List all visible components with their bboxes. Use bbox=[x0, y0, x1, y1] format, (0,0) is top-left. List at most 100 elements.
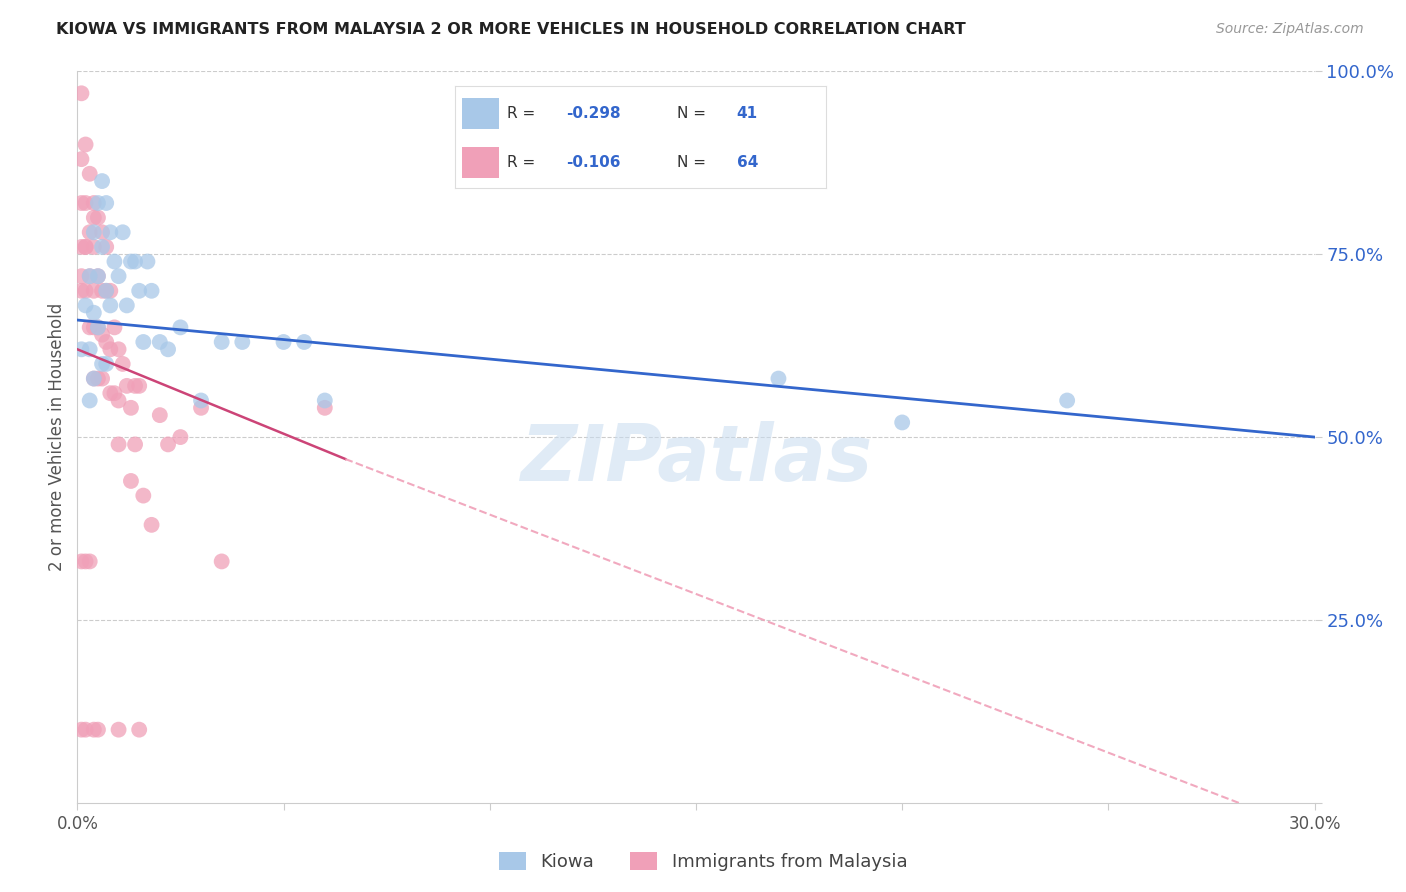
Point bbox=[124, 254, 146, 268]
Point bbox=[83, 284, 105, 298]
Point bbox=[79, 269, 101, 284]
Point bbox=[103, 254, 125, 268]
Point bbox=[96, 196, 118, 211]
Point bbox=[107, 343, 129, 357]
Point bbox=[141, 284, 163, 298]
Point bbox=[83, 723, 105, 737]
Text: Source: ZipAtlas.com: Source: ZipAtlas.com bbox=[1216, 22, 1364, 37]
Point bbox=[79, 554, 101, 568]
Point bbox=[111, 225, 134, 239]
Point bbox=[292, 334, 315, 349]
Point bbox=[190, 401, 212, 415]
Point bbox=[83, 225, 105, 239]
Point bbox=[98, 386, 121, 401]
Point bbox=[157, 343, 180, 357]
Point bbox=[211, 554, 233, 568]
Point bbox=[70, 284, 93, 298]
Point bbox=[107, 437, 129, 451]
Point bbox=[79, 269, 101, 284]
Point bbox=[91, 225, 114, 239]
Point bbox=[115, 298, 138, 312]
Point bbox=[83, 371, 105, 385]
Point bbox=[87, 320, 110, 334]
Point bbox=[91, 240, 114, 254]
Point bbox=[314, 401, 336, 415]
Point bbox=[120, 254, 142, 268]
Point bbox=[75, 723, 97, 737]
Point bbox=[87, 269, 110, 284]
Point bbox=[70, 240, 93, 254]
Point bbox=[190, 393, 212, 408]
Point bbox=[128, 284, 150, 298]
Point bbox=[87, 196, 110, 211]
Point bbox=[169, 320, 191, 334]
Point bbox=[70, 196, 93, 211]
Point bbox=[96, 357, 118, 371]
Point bbox=[75, 284, 97, 298]
Point bbox=[141, 517, 163, 532]
Point bbox=[314, 393, 336, 408]
Point bbox=[111, 357, 134, 371]
Point bbox=[75, 298, 97, 312]
Point bbox=[79, 320, 101, 334]
Text: KIOWA VS IMMIGRANTS FROM MALAYSIA 2 OR MORE VEHICLES IN HOUSEHOLD CORRELATION CH: KIOWA VS IMMIGRANTS FROM MALAYSIA 2 OR M… bbox=[56, 22, 966, 37]
Point bbox=[83, 196, 105, 211]
Point bbox=[70, 554, 93, 568]
Point bbox=[136, 254, 159, 268]
Point bbox=[96, 284, 118, 298]
Point bbox=[70, 343, 93, 357]
Y-axis label: 2 or more Vehicles in Household: 2 or more Vehicles in Household bbox=[48, 303, 66, 571]
Point bbox=[103, 320, 125, 334]
Point bbox=[70, 87, 93, 101]
Point bbox=[79, 167, 101, 181]
Point bbox=[83, 371, 105, 385]
Legend: Kiowa, Immigrants from Malaysia: Kiowa, Immigrants from Malaysia bbox=[492, 845, 914, 879]
Point bbox=[98, 343, 121, 357]
Point bbox=[70, 269, 93, 284]
Point bbox=[169, 430, 191, 444]
Point bbox=[70, 152, 93, 166]
Point bbox=[120, 474, 142, 488]
Point bbox=[132, 489, 155, 503]
Point bbox=[91, 371, 114, 385]
Point bbox=[115, 379, 138, 393]
Point bbox=[149, 334, 172, 349]
Point bbox=[891, 416, 914, 430]
Point bbox=[83, 240, 105, 254]
Point bbox=[107, 723, 129, 737]
Point bbox=[98, 284, 121, 298]
Point bbox=[75, 137, 97, 152]
Point bbox=[83, 306, 105, 320]
Point bbox=[273, 334, 295, 349]
Point bbox=[128, 723, 150, 737]
Point bbox=[1056, 393, 1078, 408]
Point bbox=[98, 298, 121, 312]
Point bbox=[75, 240, 97, 254]
Point bbox=[124, 437, 146, 451]
Point bbox=[149, 408, 172, 422]
Point bbox=[107, 269, 129, 284]
Point bbox=[98, 225, 121, 239]
Point bbox=[75, 196, 97, 211]
Point bbox=[75, 240, 97, 254]
Point bbox=[211, 334, 233, 349]
Point bbox=[79, 343, 101, 357]
Point bbox=[103, 386, 125, 401]
Point bbox=[157, 437, 180, 451]
Point bbox=[83, 211, 105, 225]
Point bbox=[132, 334, 155, 349]
Point bbox=[87, 320, 110, 334]
Point bbox=[79, 393, 101, 408]
Point bbox=[87, 723, 110, 737]
Point bbox=[128, 379, 150, 393]
Point bbox=[96, 334, 118, 349]
Point bbox=[87, 371, 110, 385]
Point bbox=[70, 723, 93, 737]
Point bbox=[120, 401, 142, 415]
Point bbox=[83, 320, 105, 334]
Point bbox=[124, 379, 146, 393]
Point bbox=[87, 211, 110, 225]
Point bbox=[91, 357, 114, 371]
Point bbox=[96, 284, 118, 298]
Text: ZIPatlas: ZIPatlas bbox=[520, 421, 872, 497]
